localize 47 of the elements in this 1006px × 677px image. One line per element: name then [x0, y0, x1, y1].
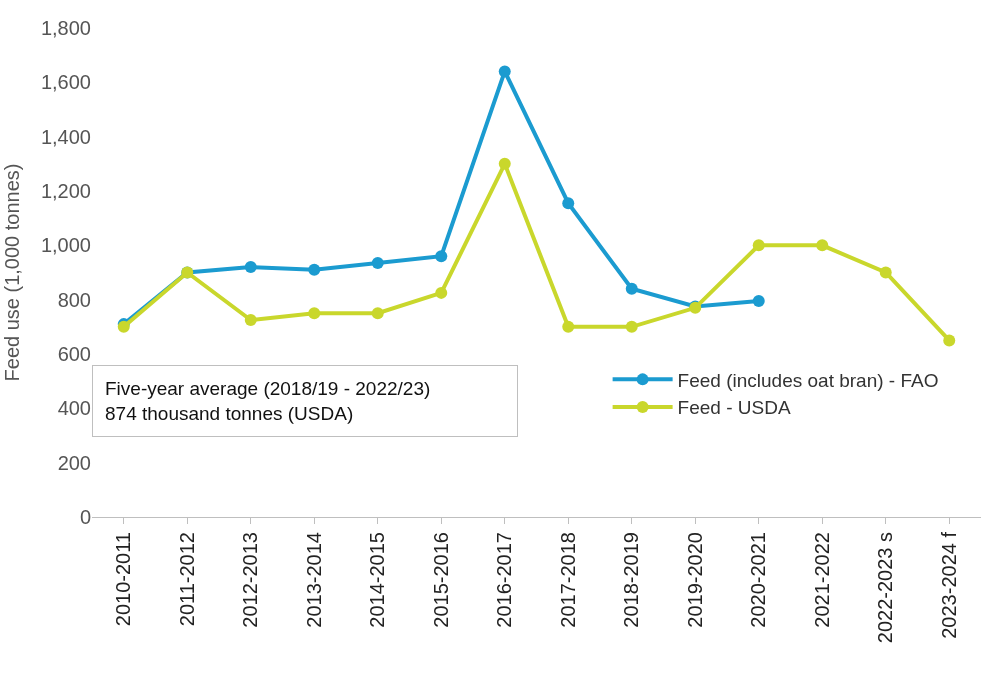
point: [562, 197, 575, 210]
point: [879, 266, 892, 279]
y-tick-label: 0: [79, 506, 91, 528]
x-tick-label: 2022-2023 s: [874, 532, 897, 644]
point: [308, 307, 321, 320]
y-tick-label: 800: [57, 288, 91, 311]
point: [752, 239, 765, 252]
x-tick-label: 2019-2020: [683, 532, 706, 628]
x-tick-label: 2014-2015: [366, 532, 389, 628]
point: [943, 334, 956, 347]
y-axis-title: Feed use (1,000 tonnes): [1, 163, 24, 382]
x-tick-label: 2020-2021: [747, 532, 770, 628]
y-tick-label: 1,600: [40, 71, 91, 94]
y-tick-label: 1,400: [40, 125, 91, 148]
legend-label: Feed - USDA: [677, 397, 791, 419]
y-tick-label: 200: [57, 451, 91, 474]
point: [562, 320, 575, 333]
x-tick-label: 2015-2016: [429, 532, 452, 628]
x-tick-label: 2011-2012: [175, 532, 198, 627]
point: [625, 320, 638, 333]
point: [244, 261, 257, 274]
x-tick-label: 2023-2024 f: [937, 531, 960, 639]
y-tick-label: 1,800: [40, 17, 91, 39]
y-tick-label: 1,000: [40, 234, 91, 257]
point: [371, 307, 384, 320]
x-tick-label: 2018-2019: [620, 532, 643, 628]
legend-label: Feed (includes oat bran) - FAO: [677, 369, 939, 391]
annotation: Five-year average (2018/19 - 2022/23) 874 thousand tonnes (USDA): [105, 378, 431, 424]
point: [308, 263, 321, 276]
x-tick-label: 2021-2022: [810, 532, 833, 628]
y-tick-label: 1,200: [40, 180, 91, 202]
y-tick-label: 400: [57, 397, 91, 420]
y-tick-label: 600: [57, 343, 91, 365]
point: [244, 314, 257, 327]
point: [435, 250, 448, 263]
x-tick-label: 2013-2014: [302, 532, 325, 628]
point: [752, 295, 765, 308]
point: [435, 286, 448, 299]
x-tick-label: 2010-2011: [112, 532, 135, 627]
point: [625, 282, 638, 295]
point: [498, 157, 511, 170]
x-tick-label: 2017-2018: [556, 532, 579, 628]
point: [816, 239, 829, 252]
point: [498, 65, 511, 78]
x-tick-label: 2016-2017: [493, 532, 516, 628]
point: [371, 256, 384, 269]
x-tick-label: 2012-2013: [239, 532, 262, 628]
